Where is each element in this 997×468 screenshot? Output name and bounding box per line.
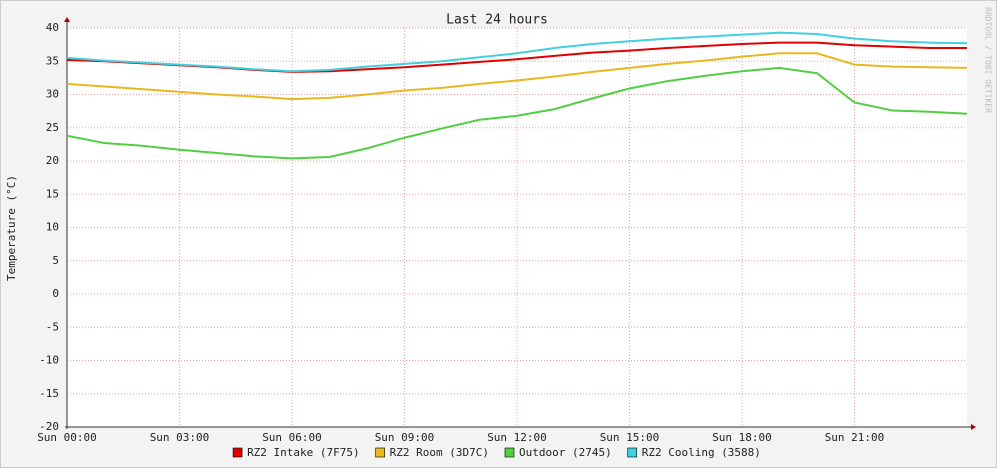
x-tick-label: Sun 15:00: [600, 431, 660, 444]
y-axis-label: Temperature (°C): [5, 175, 18, 281]
x-tick-label: Sun 09:00: [375, 431, 435, 444]
legend-label: RZ2 Room (3D7C): [390, 446, 489, 459]
y-tick-label: 5: [52, 254, 59, 267]
y-tick-label: 35: [46, 54, 59, 67]
y-tick-label: 15: [46, 187, 59, 200]
series-line: [66, 52, 968, 101]
x-tick-label: Sun 21:00: [825, 431, 885, 444]
legend-swatch: [504, 447, 515, 458]
y-tick-label: 20: [46, 154, 59, 167]
x-tick-label: Sun 03:00: [150, 431, 210, 444]
y-tick-label: 25: [46, 121, 59, 134]
y-tick-label: -10: [39, 354, 59, 367]
y-tick-label: 10: [46, 221, 59, 234]
chart-title: Last 24 hours: [446, 13, 548, 28]
legend-label: Outdoor (2745): [519, 446, 612, 459]
axis-arrow: [64, 17, 70, 22]
x-tick-label: Sun 06:00: [262, 431, 322, 444]
watermark: RRDTOOL / TOBI OETIKER: [984, 7, 993, 113]
legend-label: RZ2 Intake (7F75): [247, 446, 360, 459]
legend-label: RZ2 Cooling (3588): [642, 446, 761, 459]
legend-swatch: [627, 447, 638, 458]
y-tick-label: -20: [39, 420, 59, 433]
axis-arrow: [971, 424, 976, 430]
series-line: [66, 66, 968, 160]
y-tick-label: 30: [46, 88, 59, 101]
y-tick-label: -15: [39, 387, 59, 400]
y-tick-label: 0: [52, 287, 59, 300]
legend-swatch: [232, 447, 243, 458]
x-tick-label: Sun 12:00: [487, 431, 547, 444]
y-tick-label: 40: [46, 21, 59, 34]
x-tick-label: Sun 18:00: [712, 431, 772, 444]
legend-swatch: [375, 447, 385, 458]
series-line: [66, 31, 968, 73]
y-tick-label: -5: [46, 320, 59, 333]
x-tick-label: Sun 00:00: [37, 431, 97, 444]
